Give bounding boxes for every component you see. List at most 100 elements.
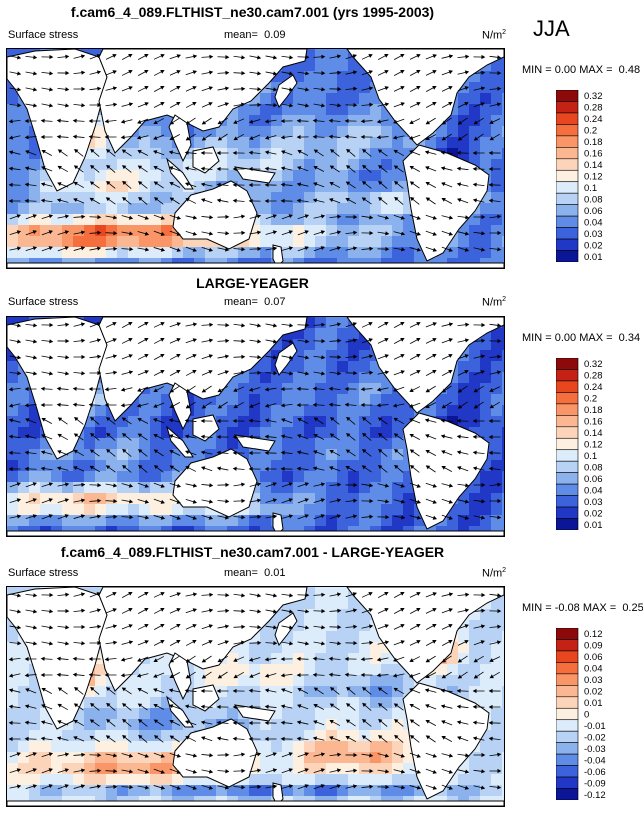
colorbar-label: 0.04 <box>584 485 603 496</box>
colorbar-label: 0.03 <box>584 229 603 240</box>
colorbar-label: 0.03 <box>584 675 603 686</box>
colorbar-swatch <box>556 392 579 405</box>
colorbar-label: 0 <box>584 710 589 721</box>
land-borneo <box>192 146 220 174</box>
colorbar-swatch <box>556 518 579 530</box>
colorbar-swatch <box>556 696 579 709</box>
land-japan <box>274 342 298 376</box>
panel-2-minmax: MIN = 0.00 MAX = 0.34 <box>522 332 641 344</box>
panel-2-mean: mean= 0.07 <box>224 296 286 308</box>
colorbar-label: 0.2 <box>584 126 597 137</box>
colorbar-swatch <box>556 449 579 462</box>
panel-3-map <box>6 586 505 807</box>
land-newguinea <box>233 704 276 722</box>
panel-2-variable: Surface stress <box>8 296 79 308</box>
colorbar-swatch <box>556 506 579 519</box>
land-antarctica <box>7 262 504 268</box>
colorbar-swatch <box>556 238 579 251</box>
land-sumatra <box>166 157 194 190</box>
panel-3-units: N/m2 <box>482 567 507 580</box>
colorbar-swatch <box>556 192 579 205</box>
colorbar-label: 0.2 <box>584 394 597 405</box>
colorbar-swatch <box>556 730 579 743</box>
colorbar-label: 0.04 <box>584 664 603 675</box>
colorbar-swatch <box>556 426 579 439</box>
land-samerica <box>402 412 490 530</box>
colorbar-swatch <box>556 650 579 663</box>
colorbar-swatch <box>556 358 579 370</box>
colorbar-label: 0.08 <box>584 194 603 205</box>
colorbar-swatch <box>556 124 579 137</box>
colorbar-swatch <box>556 495 579 508</box>
colorbar-swatch <box>556 662 579 675</box>
colorbar-swatch <box>556 685 579 698</box>
colorbar-swatch <box>556 639 579 652</box>
colorbar-swatch <box>556 673 579 686</box>
land-samerica <box>402 144 490 262</box>
land-samerica <box>402 682 490 800</box>
colorbar-swatch <box>556 227 579 240</box>
wind-vectors <box>8 321 502 520</box>
colorbar-swatch <box>556 181 579 194</box>
colorbar-swatch <box>556 628 579 640</box>
colorbar-label: -0.12 <box>584 790 606 800</box>
colorbar-label: 0.01 <box>584 520 603 530</box>
panel-3-minmax: MIN = -0.08 MAX = 0.25 <box>522 602 643 614</box>
season-label: JJA <box>533 16 570 41</box>
colorbar-label: 0.02 <box>584 240 603 251</box>
land-newguinea <box>233 434 276 452</box>
panel-3-colorbar: 0.12 0.09 0.06 0.04 0.03 0.02 0.01 0 -0.01 -0.02-… <box>556 628 624 800</box>
colorbar-swatch <box>556 472 579 485</box>
panel-2-units: N/m2 <box>482 296 507 309</box>
land-borneo <box>192 684 220 712</box>
land-sumatra <box>166 425 194 458</box>
colorbar-label: 0.01 <box>584 252 603 262</box>
colorbar-label: -0.04 <box>584 755 606 766</box>
panel-2-title: LARGE-YEAGER <box>196 275 309 291</box>
colorbar-swatch <box>556 707 579 721</box>
colorbar-label: 0.28 <box>584 371 603 382</box>
colorbar-swatch <box>556 369 579 382</box>
colorbar-label: 0.18 <box>584 137 603 148</box>
colorbar-label: 0.12 <box>584 440 603 451</box>
land-antarctica <box>7 530 504 536</box>
land-japan <box>274 612 298 646</box>
colorbar-label: -0.02 <box>584 732 606 743</box>
colorbar-label: 0.01 <box>584 698 603 709</box>
colorbar-swatch <box>556 460 579 473</box>
colorbar-label: 0.04 <box>584 217 603 228</box>
panel-3-title: f.cam6_4_089.FLTHIST_ne30.cam7.001 - LAR… <box>60 544 445 560</box>
colorbar-label: 0.14 <box>584 428 603 439</box>
colorbar-label: 0.09 <box>584 641 603 652</box>
wind-vectors <box>8 591 502 790</box>
colorbar-swatch <box>556 112 579 125</box>
colorbar-label: 0.18 <box>584 405 603 416</box>
panel-1-mean: mean= 0.09 <box>224 29 286 41</box>
panel-1-title: f.cam6_4_089.FLTHIST_ne30.cam7.001 (yrs … <box>70 4 435 20</box>
colorbar-swatch <box>556 101 579 114</box>
colorbar-label: 0.14 <box>584 160 603 171</box>
colorbar-label: 0.24 <box>584 382 603 393</box>
colorbar-swatch <box>556 250 579 262</box>
panel-1-variable: Surface stress <box>8 29 79 41</box>
wind-vectors <box>8 53 502 252</box>
colorbar-swatch <box>556 719 579 732</box>
panel-1-units: N/m2 <box>482 29 507 42</box>
colorbar-label: 0.16 <box>584 149 603 160</box>
colorbar-swatch <box>556 788 579 800</box>
colorbar-label: 0.24 <box>584 114 603 125</box>
panel-1-colorbar: 0.32 0.28 0.24 0.2 0.18 0.16 0.14 0.12 0.1 0.08 0.… <box>556 90 624 262</box>
colorbar-swatch <box>556 742 579 755</box>
colorbar-swatch <box>556 753 579 766</box>
panel-1-map <box>6 48 505 269</box>
colorbar-swatch <box>556 204 579 217</box>
colorbar-label: -0.03 <box>584 744 606 755</box>
land-borneo <box>192 414 220 442</box>
colorbar-swatch <box>556 415 579 428</box>
colorbar-swatch <box>556 483 579 496</box>
colorbar-swatch <box>556 90 579 102</box>
colorbar-swatch <box>556 147 579 160</box>
panel-3-variable: Surface stress <box>8 567 79 579</box>
colorbar-label: 0.16 <box>584 417 603 428</box>
colorbar-label: 0.12 <box>584 172 603 183</box>
